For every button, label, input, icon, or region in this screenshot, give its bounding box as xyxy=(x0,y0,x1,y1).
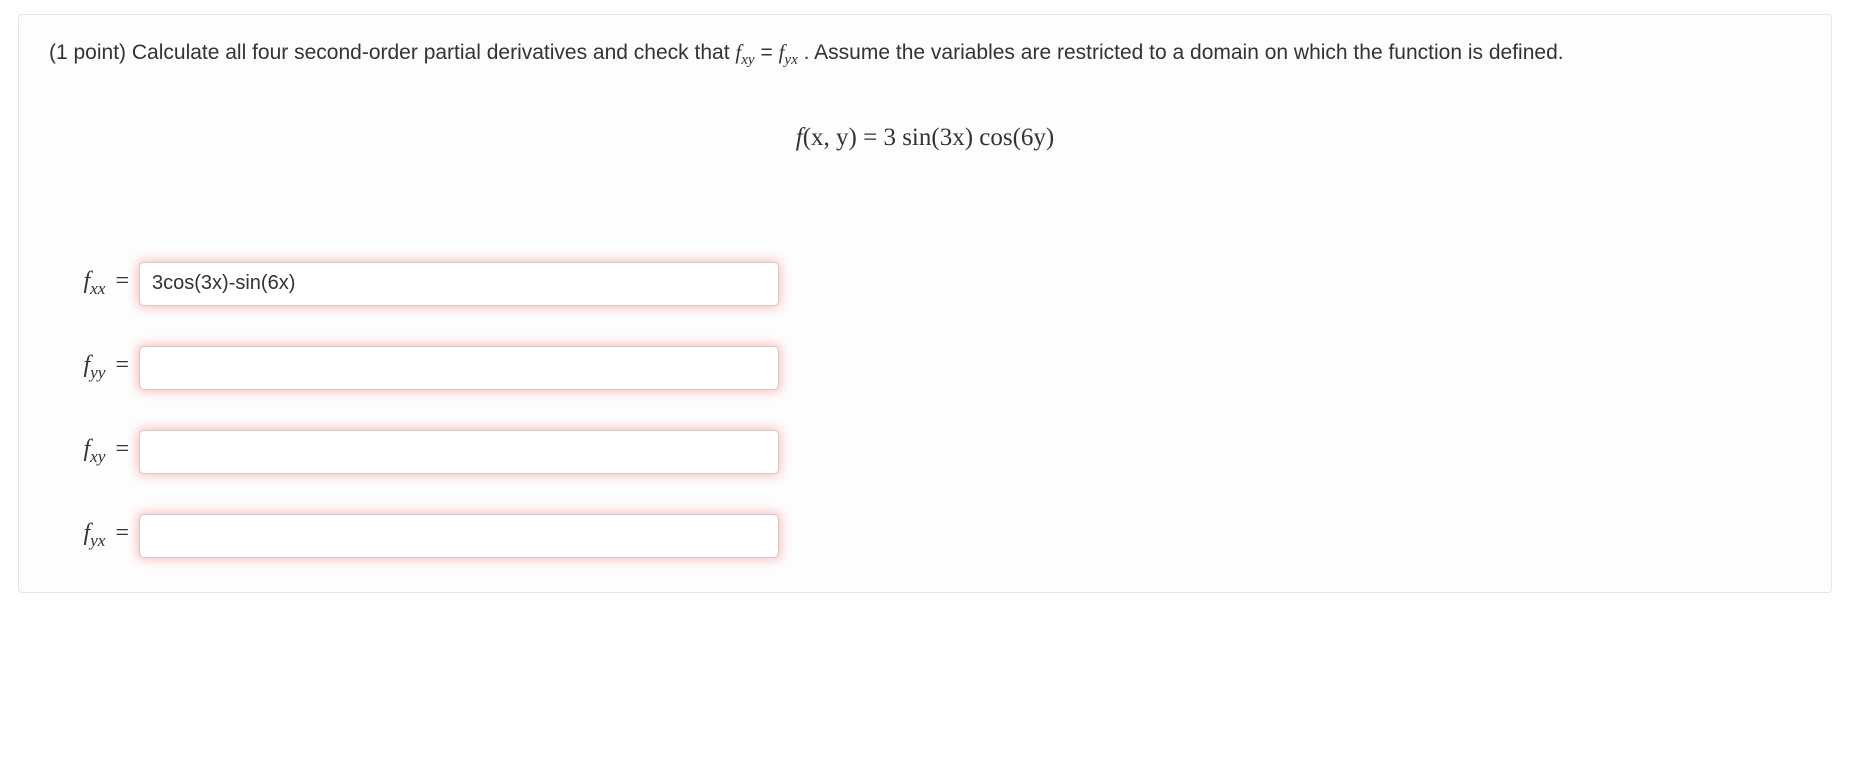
input-fyx[interactable] xyxy=(139,514,779,558)
problem-container: (1 point) Calculate all four second-orde… xyxy=(18,14,1832,593)
fxy-sub: xy xyxy=(741,52,754,68)
problem-text-1: Calculate all four second-order partial … xyxy=(132,41,735,64)
eq-args: (x, y) xyxy=(803,124,857,151)
eq-f: f xyxy=(796,124,803,151)
problem-statement: (1 point) Calculate all four second-orde… xyxy=(49,37,1801,72)
eq-equals: = xyxy=(857,124,884,151)
label-fxx: fxx = xyxy=(49,268,139,299)
label-fxx-sub: xx xyxy=(90,279,105,298)
label-fxy: fxy = xyxy=(49,436,139,467)
eq-rhs: 3 sin(3x) cos(6y) xyxy=(883,124,1054,151)
function-equation: f(x, y) = 3 sin(3x) cos(6y) xyxy=(49,124,1801,152)
label-fyy-eq: = xyxy=(105,352,129,378)
equals-1: = xyxy=(755,41,779,64)
problem-text-2: . Assume the variables are restricted to… xyxy=(798,41,1564,64)
label-fxx-eq: = xyxy=(105,268,129,294)
input-fxy[interactable] xyxy=(139,430,779,474)
points-label: (1 point) xyxy=(49,41,132,64)
input-fyy[interactable] xyxy=(139,346,779,390)
fyx-sub: yx xyxy=(784,52,797,68)
label-fxy-sub: xy xyxy=(90,447,105,466)
answer-rows: fxx = fyy = fxy = fyx = xyxy=(49,262,1801,558)
label-fyx-sub: yx xyxy=(90,531,105,550)
answer-row-fxx: fxx = xyxy=(49,262,1801,306)
input-fxx[interactable] xyxy=(139,262,779,306)
label-fyy-sub: yy xyxy=(90,363,105,382)
answer-row-fyx: fyx = xyxy=(49,514,1801,558)
answer-row-fyy: fyy = xyxy=(49,346,1801,390)
label-fyx: fyx = xyxy=(49,520,139,551)
answer-row-fxy: fxy = xyxy=(49,430,1801,474)
label-fyx-eq: = xyxy=(105,520,129,546)
label-fyy: fyy = xyxy=(49,352,139,383)
label-fxy-eq: = xyxy=(105,436,129,462)
